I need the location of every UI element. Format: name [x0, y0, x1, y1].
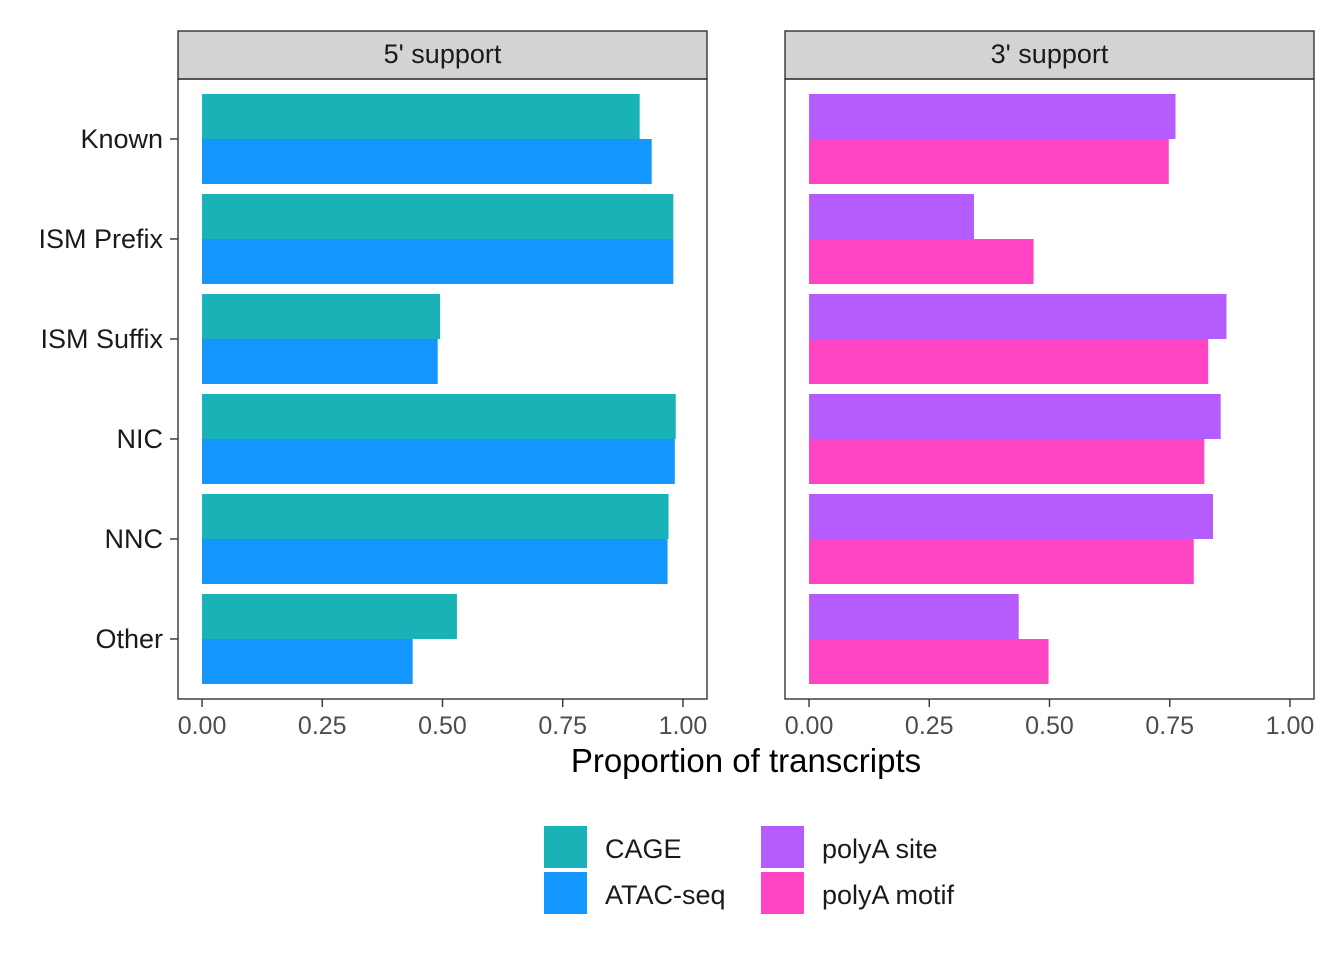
x-tick-label-1-1: 0.25	[298, 712, 347, 740]
bar-atac-seq-nic	[202, 439, 675, 484]
x-tick-label-2-1: 0.25	[905, 712, 954, 740]
bar-atac-seq-ism-suffix	[202, 339, 438, 384]
panel-border-left	[177, 78, 708, 700]
legend-key-polya-motif	[761, 872, 804, 914]
bar-atac-seq-nnc	[202, 539, 668, 584]
x-axis-title: Proportion of transcripts	[571, 742, 921, 779]
x-tick-label-2-3: 0.75	[1145, 712, 1194, 740]
bar-atac-seq-ism-prefix	[202, 239, 674, 284]
bar-cage-ism-suffix	[202, 294, 441, 339]
legend-label-atac-seq: ATAC-seq	[605, 880, 726, 910]
bar-polya-site-ism-suffix	[809, 294, 1227, 339]
x-tick-label-2-0: 0.00	[785, 712, 834, 740]
x-tick-label-2-2: 0.50	[1025, 712, 1074, 740]
bar-polya-site-known	[809, 94, 1176, 139]
bar-polya-motif-ism-suffix	[809, 339, 1209, 384]
bar-polya-motif-known	[809, 139, 1169, 184]
bar-cage-nic	[202, 394, 676, 439]
y-tick-label-other: Other	[95, 624, 163, 654]
facet-strip-right	[784, 30, 1315, 80]
panel-border-right	[784, 78, 1315, 700]
x-tick-label-1-0: 0.00	[178, 712, 227, 740]
x-tick-label-2-4: 1.00	[1266, 712, 1315, 740]
bar-polya-motif-nnc	[809, 539, 1194, 584]
bar-cage-other	[202, 594, 457, 639]
x-tick-label-1-3: 0.75	[538, 712, 587, 740]
y-tick-label-known: Known	[80, 124, 163, 154]
legend-key-cage	[544, 826, 587, 868]
y-tick-label-ism-suffix: ISM Suffix	[40, 324, 163, 354]
legend-label-polya-site: polyA site	[822, 834, 938, 864]
bar-polya-site-other	[809, 594, 1019, 639]
bar-polya-site-nnc	[809, 494, 1214, 539]
bar-atac-seq-other	[202, 639, 413, 684]
bar-polya-site-nic	[809, 394, 1221, 439]
bar-atac-seq-known	[202, 139, 652, 184]
legend: CAGE ATAC-seq polyA site polyA motif	[544, 826, 955, 914]
bar-polya-site-ism-prefix	[809, 194, 974, 239]
bar-cage-known	[202, 94, 640, 139]
bar-cage-nnc	[202, 494, 669, 539]
y-tick-label-nic: NIC	[117, 424, 164, 454]
y-tick-label-ism-prefix: ISM Prefix	[38, 224, 163, 254]
bar-cage-ism-prefix	[202, 194, 674, 239]
facet-title-left: 5' support	[384, 39, 502, 69]
legend-label-polya-motif: polyA motif	[822, 880, 955, 910]
legend-label-cage: CAGE	[605, 834, 682, 864]
bar-polya-motif-ism-prefix	[809, 239, 1034, 284]
bar-polya-motif-other	[809, 639, 1049, 684]
bar-polya-motif-nic	[809, 439, 1205, 484]
facet-strip-left	[177, 30, 708, 80]
y-tick-label-nnc: NNC	[105, 524, 164, 554]
x-tick-label-1-4: 1.00	[659, 712, 708, 740]
legend-key-atac-seq	[544, 872, 587, 914]
marks-layer: 0.00 0.25 0.50 0.75 1.00 0.00 0.25 0.50 0.75 1.00…	[38, 94, 1314, 740]
legend-key-polya-site	[761, 826, 804, 868]
facet-title-right: 3' support	[991, 39, 1109, 69]
x-tick-label-1-2: 0.50	[418, 712, 467, 740]
